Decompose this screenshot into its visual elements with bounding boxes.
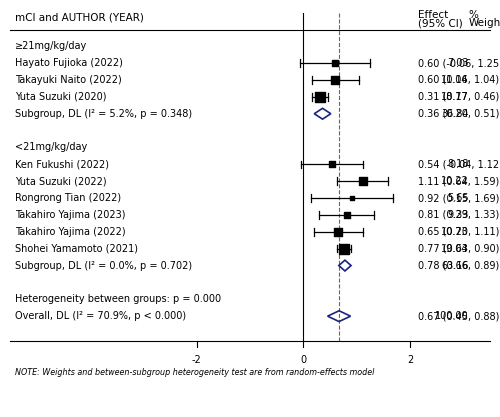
- Text: 5.65: 5.65: [447, 193, 468, 203]
- Text: 1.11 (0.64, 1.59): 1.11 (0.64, 1.59): [418, 176, 499, 186]
- Text: 36.84: 36.84: [441, 109, 468, 119]
- Text: 10.73: 10.73: [441, 227, 468, 237]
- Point: [332, 77, 340, 83]
- Text: Weight: Weight: [468, 18, 500, 28]
- Text: %: %: [468, 10, 478, 20]
- Text: 0.60 (-0.06, 1.25): 0.60 (-0.06, 1.25): [418, 58, 500, 68]
- Text: 0.77 (0.63, 0.90): 0.77 (0.63, 0.90): [418, 244, 500, 254]
- Text: 10.22: 10.22: [441, 176, 468, 186]
- Point: [332, 60, 340, 66]
- Text: Effect: Effect: [418, 10, 448, 20]
- Text: 63.16: 63.16: [441, 261, 468, 271]
- Text: 19.04: 19.04: [441, 244, 468, 254]
- Point: [348, 195, 356, 201]
- Point: [342, 211, 350, 218]
- Text: Ken Fukushi (2022): Ken Fukushi (2022): [16, 159, 110, 169]
- Text: Subgroup, DL (I² = 5.2%, p = 0.348): Subgroup, DL (I² = 5.2%, p = 0.348): [16, 109, 192, 119]
- Text: Overall, DL (I² = 70.9%, p < 0.000): Overall, DL (I² = 70.9%, p < 0.000): [16, 311, 186, 321]
- Point: [334, 229, 342, 235]
- Point: [328, 161, 336, 168]
- Text: 9.33: 9.33: [448, 210, 468, 220]
- Point: [316, 93, 324, 100]
- Text: Heterogeneity between groups: p = 0.000: Heterogeneity between groups: p = 0.000: [16, 294, 222, 304]
- Point: [340, 245, 348, 252]
- Text: 2: 2: [407, 355, 413, 365]
- Text: 11.04: 11.04: [441, 75, 468, 85]
- Text: 0.92 (0.15, 1.69): 0.92 (0.15, 1.69): [418, 193, 500, 203]
- Text: Shohei Yamamoto (2021): Shohei Yamamoto (2021): [16, 244, 138, 254]
- Text: 0.81 (0.29, 1.33): 0.81 (0.29, 1.33): [418, 210, 499, 220]
- Text: Takayuki Naito (2022): Takayuki Naito (2022): [16, 75, 122, 85]
- Text: Takahiro Yajima (2022): Takahiro Yajima (2022): [16, 227, 126, 237]
- Text: 0.60 (0.16, 1.04): 0.60 (0.16, 1.04): [418, 75, 499, 85]
- Text: 0.36 (0.20, 0.51): 0.36 (0.20, 0.51): [418, 109, 500, 119]
- Text: 0.31 (0.17, 0.46): 0.31 (0.17, 0.46): [418, 92, 499, 102]
- Text: 0.78 (0.66, 0.89): 0.78 (0.66, 0.89): [418, 261, 499, 271]
- Text: (95% CI): (95% CI): [418, 18, 463, 28]
- Text: 7.03: 7.03: [447, 58, 468, 68]
- Text: 8.18: 8.18: [448, 159, 468, 169]
- Text: Subgroup, DL (I² = 0.0%, p = 0.702): Subgroup, DL (I² = 0.0%, p = 0.702): [16, 261, 192, 271]
- Text: 0.67 (0.45, 0.88): 0.67 (0.45, 0.88): [418, 311, 500, 321]
- Text: 100.00: 100.00: [435, 311, 468, 321]
- Text: Rongrong Tian (2022): Rongrong Tian (2022): [16, 193, 122, 203]
- Text: mCI and AUTHOR (YEAR): mCI and AUTHOR (YEAR): [16, 13, 144, 23]
- Text: 0.54 (-0.04, 1.12): 0.54 (-0.04, 1.12): [418, 159, 500, 169]
- Point: [358, 178, 366, 185]
- Text: 0: 0: [300, 355, 306, 365]
- Text: ≥21mg/kg/day: ≥21mg/kg/day: [16, 41, 88, 51]
- Text: -2: -2: [192, 355, 202, 365]
- Text: Yuta Suzuki (2022): Yuta Suzuki (2022): [16, 176, 107, 186]
- Text: 0.65 (0.20, 1.11): 0.65 (0.20, 1.11): [418, 227, 500, 237]
- Text: Yuta Suzuki (2020): Yuta Suzuki (2020): [16, 92, 107, 102]
- Text: NOTE: Weights and between-subgroup heterogeneity test are from random-effects mo: NOTE: Weights and between-subgroup heter…: [16, 369, 374, 377]
- Text: Hayato Fujioka (2022): Hayato Fujioka (2022): [16, 58, 123, 68]
- Text: Takahiro Yajima (2023): Takahiro Yajima (2023): [16, 210, 126, 220]
- Text: 18.77: 18.77: [441, 92, 468, 102]
- Text: <21mg/kg/day: <21mg/kg/day: [16, 143, 88, 153]
